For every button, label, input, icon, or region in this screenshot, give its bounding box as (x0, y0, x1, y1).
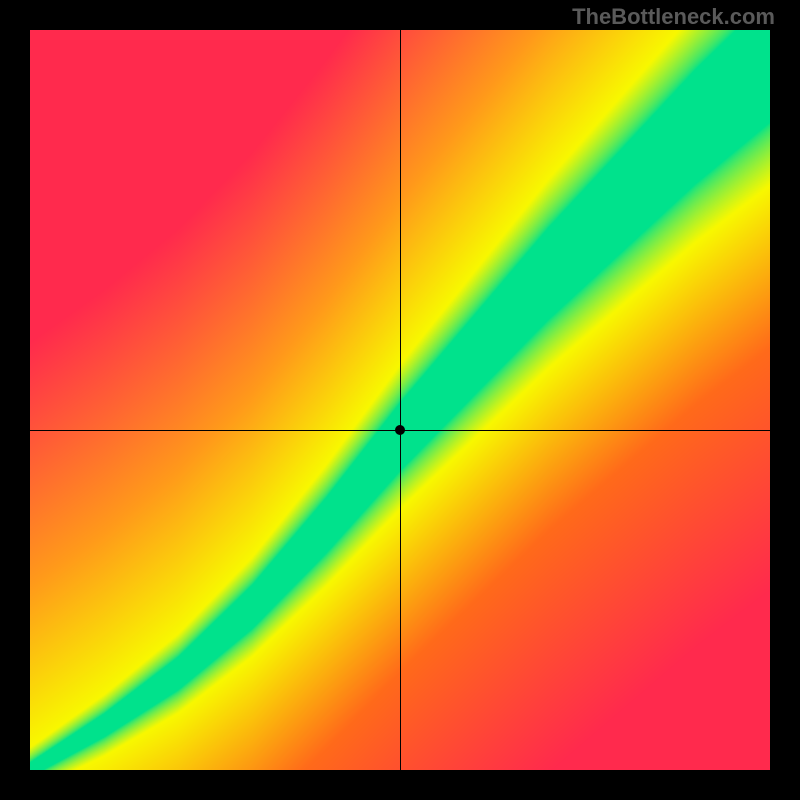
plot-area (30, 30, 770, 770)
crosshair-marker (395, 425, 405, 435)
chart-container: TheBottleneck.com (0, 0, 800, 800)
watermark-text: TheBottleneck.com (572, 4, 775, 30)
crosshair-vertical (400, 30, 401, 770)
